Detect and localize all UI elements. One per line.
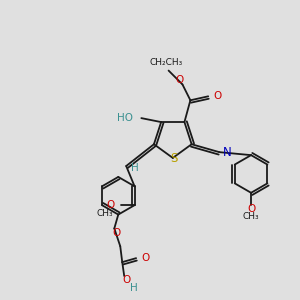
Text: S: S	[170, 152, 178, 165]
Text: H: H	[130, 283, 138, 293]
Text: HO: HO	[117, 113, 134, 123]
Text: N: N	[223, 146, 232, 159]
Text: CH₃: CH₃	[243, 212, 260, 221]
Text: O: O	[112, 228, 120, 239]
Text: O: O	[176, 76, 184, 85]
Text: CH₂CH₃: CH₂CH₃	[150, 58, 183, 67]
Text: O: O	[141, 253, 149, 263]
Text: O: O	[247, 204, 255, 214]
Text: O: O	[122, 275, 130, 285]
Text: H: H	[131, 163, 139, 173]
Text: CH₃: CH₃	[97, 208, 113, 217]
Text: O: O	[106, 200, 115, 210]
Text: O: O	[213, 91, 221, 101]
